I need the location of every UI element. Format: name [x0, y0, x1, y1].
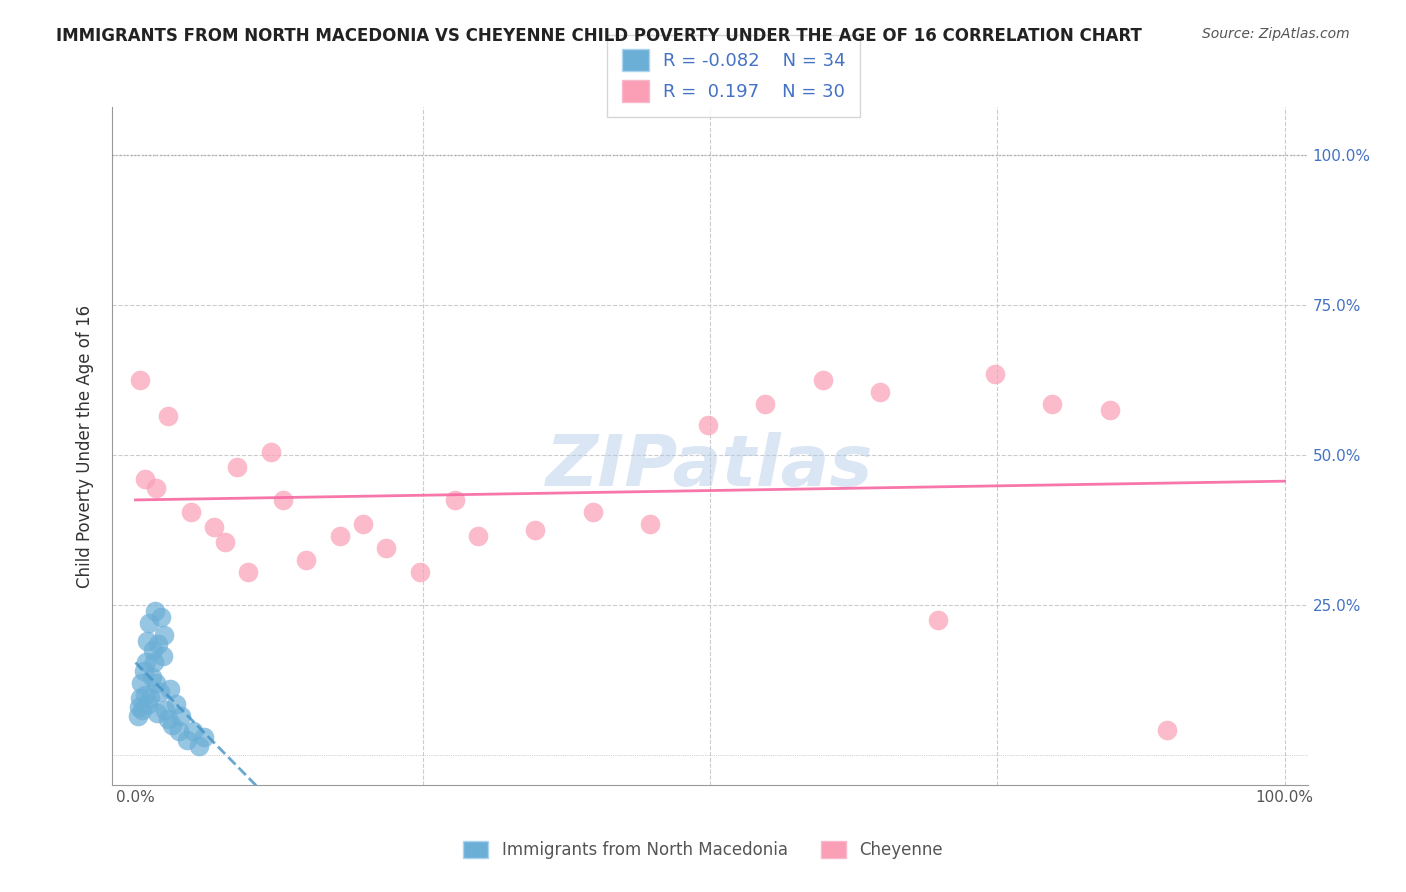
Point: [165, 697, 187, 711]
Point: [152, 648, 174, 663]
Point: [754, 397, 776, 411]
Point: [375, 541, 398, 555]
Point: [131, 703, 153, 717]
Point: [187, 739, 209, 753]
Text: ZIPatlas: ZIPatlas: [547, 432, 873, 500]
Point: [146, 706, 169, 720]
Point: [129, 676, 152, 690]
Point: [142, 655, 165, 669]
Point: [127, 709, 149, 723]
Point: [582, 505, 605, 519]
Point: [640, 516, 662, 531]
Point: [352, 516, 374, 531]
Point: [869, 384, 891, 399]
Point: [271, 493, 294, 508]
Point: [927, 613, 949, 627]
Point: [128, 700, 150, 714]
Legend: R = -0.082    N = 34, R =  0.197    N = 30: R = -0.082 N = 34, R = 0.197 N = 30: [607, 35, 860, 117]
Point: [134, 688, 156, 702]
Point: [167, 723, 190, 738]
Point: [135, 655, 157, 669]
Point: [180, 505, 202, 519]
Point: [294, 553, 316, 567]
Point: [129, 373, 152, 387]
Point: [176, 733, 198, 747]
Point: [1098, 403, 1121, 417]
Point: [155, 703, 177, 717]
Point: [134, 472, 156, 486]
Point: [236, 565, 259, 579]
Point: [1156, 723, 1178, 737]
Point: [193, 730, 215, 744]
Point: [139, 690, 162, 705]
Point: [329, 529, 352, 543]
Point: [162, 718, 183, 732]
Point: [1042, 397, 1064, 411]
Point: [142, 643, 165, 657]
Point: [260, 445, 283, 459]
Point: [984, 367, 1007, 381]
Text: Source: ZipAtlas.com: Source: ZipAtlas.com: [1202, 27, 1350, 41]
Point: [148, 637, 170, 651]
Point: [145, 676, 167, 690]
Point: [225, 460, 247, 475]
Point: [170, 709, 193, 723]
Point: [132, 664, 155, 678]
Point: [524, 523, 547, 537]
Point: [467, 529, 489, 543]
Point: [129, 690, 152, 705]
Point: [149, 685, 172, 699]
Point: [145, 481, 167, 495]
Legend: Immigrants from North Macedonia, Cheyenne: Immigrants from North Macedonia, Cheyenn…: [457, 834, 949, 866]
Point: [141, 670, 163, 684]
Point: [202, 520, 225, 534]
Point: [444, 493, 467, 508]
Point: [811, 373, 834, 387]
Text: IMMIGRANTS FROM NORTH MACEDONIA VS CHEYENNE CHILD POVERTY UNDER THE AGE OF 16 CO: IMMIGRANTS FROM NORTH MACEDONIA VS CHEYE…: [56, 27, 1142, 45]
Point: [214, 535, 236, 549]
Point: [136, 634, 159, 648]
Point: [159, 681, 181, 696]
Point: [156, 409, 179, 423]
Point: [143, 604, 166, 618]
Y-axis label: Child Poverty Under the Age of 16: Child Poverty Under the Age of 16: [76, 304, 94, 588]
Point: [149, 610, 172, 624]
Point: [409, 565, 432, 579]
Point: [156, 712, 179, 726]
Point: [136, 697, 159, 711]
Point: [696, 417, 718, 432]
Point: [153, 628, 176, 642]
Point: [181, 723, 204, 738]
Point: [138, 615, 160, 630]
